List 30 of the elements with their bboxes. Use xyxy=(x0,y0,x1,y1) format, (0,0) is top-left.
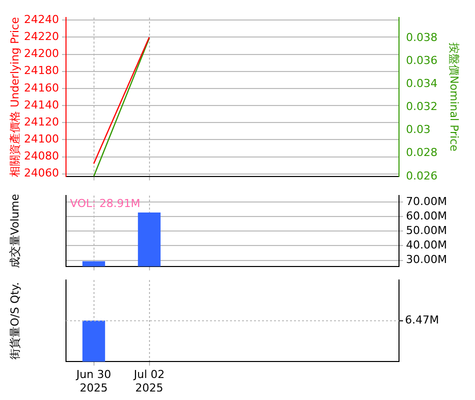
y2-tick-label: 50.00M xyxy=(406,224,447,238)
y-tick-label: 24140 xyxy=(24,98,59,112)
y2-tick-label: 40.00M xyxy=(406,238,447,252)
y-tick-label: 24240 xyxy=(24,13,59,26)
y-tick-label: 24220 xyxy=(24,30,59,44)
y-tick-label: 24200 xyxy=(24,47,59,60)
y2-tick-label: 0.028 xyxy=(406,146,438,160)
y2-axis-title: 按盤價Nominal Price xyxy=(448,42,461,152)
y2-tick-label: 30.00M xyxy=(406,253,447,266)
y-axis-title: 成交量Volume xyxy=(8,194,22,268)
y-tick-label: 24120 xyxy=(24,115,59,128)
y2-tick-label: 0.026 xyxy=(406,169,438,182)
y-tick-label: 24100 xyxy=(24,132,59,146)
y-tick-label: 24060 xyxy=(24,166,59,180)
y2-tick-label: 0.03 xyxy=(406,123,430,136)
y2-tick-label: 0.032 xyxy=(406,100,438,114)
y2-tick-label: 0.036 xyxy=(406,54,438,68)
x-tick-label: Jul 02 2025 xyxy=(132,368,165,394)
y-tick-label: 24160 xyxy=(24,81,59,94)
y2-tick-label: 0.034 xyxy=(406,77,438,90)
y2-tick-label: 0.038 xyxy=(406,31,438,44)
y-tick-label: 24180 xyxy=(24,64,59,78)
x-tick-label: Jun 30 2025 xyxy=(75,368,112,394)
y-axis-title: 相關資產價格 Underlying Price xyxy=(8,16,22,177)
y2-tick-label: 70.00M xyxy=(406,194,447,208)
ref-line-label: 6.47M xyxy=(405,314,439,327)
y-tick-label: 24080 xyxy=(24,150,59,163)
annotation: VOL: 28.91M xyxy=(70,196,140,210)
y2-tick-label: 60.00M xyxy=(406,209,447,222)
y-axis-title: 街貨量O/S Qty. xyxy=(8,282,22,360)
